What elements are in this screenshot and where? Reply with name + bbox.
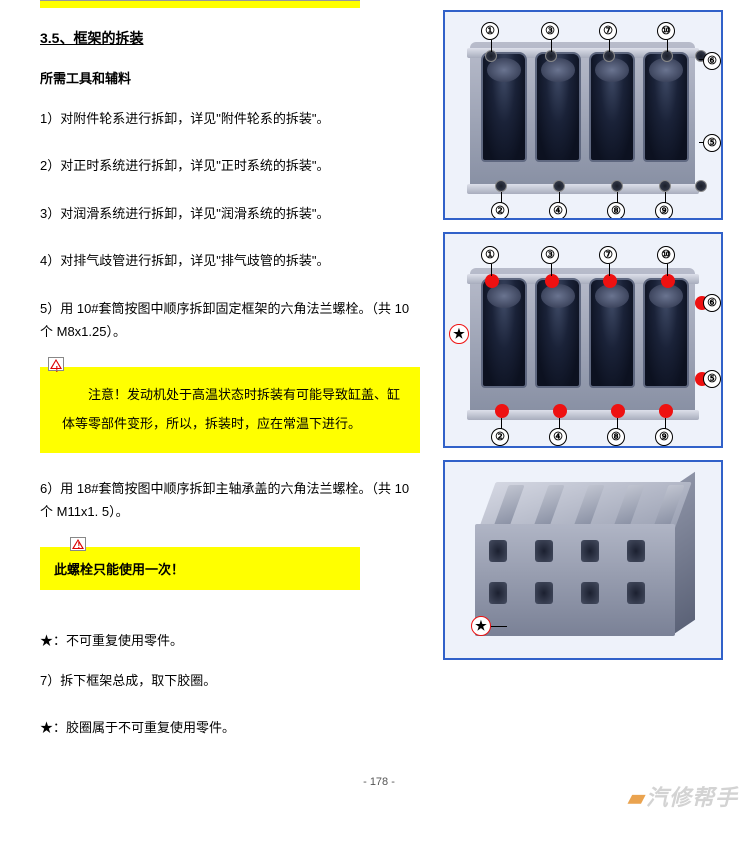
- label-9: ⑨: [655, 202, 673, 220]
- footnote-1: ★：不可重复使用零件。: [40, 630, 420, 649]
- label-3: ③: [541, 246, 559, 264]
- warning-box-2: ! 此螺栓只能使用一次！: [40, 547, 360, 590]
- label-1: ①: [481, 22, 499, 40]
- step-3: 3）对润滑系统进行拆卸，详见"润滑系统的拆装"。: [40, 202, 420, 225]
- warning-box-1: ! 注意！发动机处于高温状态时拆装有可能导致缸盖、缸体等零部件变形，所以，拆装时…: [40, 367, 420, 452]
- label-9: ⑨: [655, 428, 673, 446]
- watermark-text: 汽修帮手: [646, 785, 738, 810]
- warning-icon: !: [48, 357, 64, 371]
- label-8: ⑧: [607, 202, 625, 220]
- red-bolt-marker: [495, 404, 509, 418]
- footnote-2: ★：胶圈属于不可重复使用零件。: [40, 717, 420, 736]
- red-bolt-marker: [659, 404, 673, 418]
- red-bolt-marker: [603, 274, 617, 288]
- red-bolt-marker: [485, 274, 499, 288]
- step-4: 4）对排气歧管进行拆卸，详见"排气歧管的拆装"。: [40, 249, 420, 272]
- label-5: ⑤: [703, 134, 721, 152]
- figure-3-frame-assembly: ★: [443, 460, 723, 660]
- red-bolt-marker: [545, 274, 559, 288]
- label-7: ⑦: [599, 22, 617, 40]
- star-marker: ★: [449, 324, 469, 344]
- figure-1-bolt-sequence: ① ③ ⑦ ⑩ ⑥ ⑤ ② ④ ⑧ ⑨: [443, 10, 723, 220]
- label-2: ②: [491, 428, 509, 446]
- label-10: ⑩: [657, 22, 675, 40]
- label-6: ⑥: [703, 294, 721, 312]
- label-10: ⑩: [657, 246, 675, 264]
- warning-icon: !: [70, 537, 86, 551]
- label-7: ⑦: [599, 246, 617, 264]
- step-7: 7）拆下框架总成，取下胶圈。: [40, 669, 420, 692]
- right-column: ① ③ ⑦ ⑩ ⑥ ⑤ ② ④ ⑧ ⑨: [443, 10, 723, 672]
- red-bolt-marker: [661, 274, 675, 288]
- red-bolt-marker: [553, 404, 567, 418]
- watermark-icon: ▰: [628, 785, 646, 810]
- warning-2-text: 此螺栓只能使用一次！: [54, 562, 184, 577]
- step-6: 6）用 18#套筒按图中顺序拆卸主轴承盖的六角法兰螺栓。（共 10 个 M11x…: [40, 477, 420, 524]
- red-bolt-marker: [611, 404, 625, 418]
- sub-title: 所需工具和辅料: [40, 68, 420, 87]
- step-2: 2）对正时系统进行拆卸，详见"正时系统的拆装"。: [40, 154, 420, 177]
- figure-2-main-bearing-bolts: ★ ① ③ ⑦ ⑩ ⑥ ⑤ ② ④ ⑧ ⑨: [443, 232, 723, 448]
- warning-1-text: 注意！发动机处于高温状态时拆装有可能导致缸盖、缸体等零部件变形，所以，拆装时，应…: [62, 387, 400, 431]
- label-4: ④: [549, 202, 567, 220]
- label-4: ④: [549, 428, 567, 446]
- label-5: ⑤: [703, 370, 721, 388]
- page-number: - 178 -: [40, 756, 718, 788]
- section-title: 3.5、框架的拆装: [40, 28, 420, 48]
- left-column: 3.5、框架的拆装 所需工具和辅料 1）对附件轮系进行拆卸，详见"附件轮系的拆装…: [40, 10, 420, 756]
- step-5: 5）用 10#套筒按图中顺序拆卸固定框架的六角法兰螺栓。（共 10 个 M8x1…: [40, 297, 420, 344]
- label-3: ③: [541, 22, 559, 40]
- label-2: ②: [491, 202, 509, 220]
- label-8: ⑧: [607, 428, 625, 446]
- page-content: 3.5、框架的拆装 所需工具和辅料 1）对附件轮系进行拆卸，详见"附件轮系的拆装…: [0, 0, 748, 818]
- label-1: ①: [481, 246, 499, 264]
- label-6: ⑥: [703, 52, 721, 70]
- watermark: ▰汽修帮手: [628, 780, 738, 812]
- star-marker: ★: [471, 616, 491, 636]
- step-1: 1）对附件轮系进行拆卸，详见"附件轮系的拆装"。: [40, 107, 420, 130]
